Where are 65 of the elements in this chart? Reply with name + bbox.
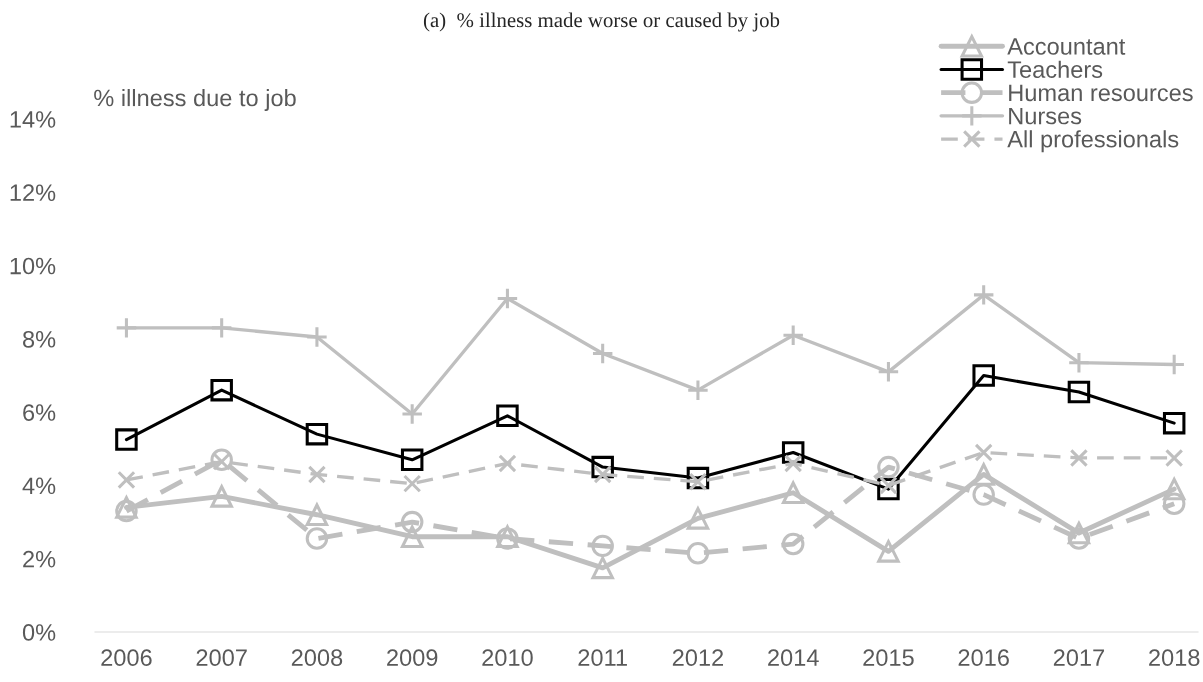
point bbox=[496, 404, 519, 428]
chart-title: (a) % illness made worse or caused by job bbox=[423, 12, 780, 32]
point bbox=[115, 428, 138, 451]
point bbox=[784, 454, 803, 473]
point bbox=[877, 455, 900, 479]
point bbox=[686, 507, 710, 530]
x-tick-label: 2008 bbox=[291, 649, 343, 667]
legend-label: All professionals bbox=[1007, 130, 1179, 153]
point bbox=[1165, 448, 1184, 468]
x-tick-label: 2015 bbox=[863, 649, 914, 667]
point bbox=[1069, 448, 1089, 468]
point bbox=[972, 483, 995, 506]
point bbox=[307, 465, 327, 484]
y-tick-label: 4% bbox=[22, 477, 56, 495]
point bbox=[1067, 521, 1091, 545]
point bbox=[591, 556, 614, 580]
x-tick-label: 2009 bbox=[387, 649, 438, 667]
x-tick-label: 2018 bbox=[1149, 649, 1200, 667]
point bbox=[591, 534, 614, 558]
point bbox=[688, 472, 708, 491]
legend-label: Nurses bbox=[1009, 107, 1082, 125]
x-tick-label: 2016 bbox=[958, 649, 1009, 667]
point bbox=[400, 402, 424, 426]
point bbox=[305, 503, 329, 526]
point bbox=[1162, 411, 1186, 435]
x-tick-label: 2006 bbox=[101, 649, 152, 667]
y-tick-label: 14% bbox=[10, 111, 56, 128]
x-tick-label: 2007 bbox=[196, 649, 247, 667]
point bbox=[974, 443, 993, 462]
point bbox=[400, 448, 424, 472]
y-tick-label: 8% bbox=[23, 330, 56, 348]
point bbox=[1162, 477, 1186, 501]
point bbox=[400, 525, 424, 548]
x-tick-label: 2017 bbox=[1053, 649, 1105, 667]
x-tick-label: 2014 bbox=[768, 649, 819, 667]
x-tick-label: 2010 bbox=[482, 649, 533, 667]
point bbox=[403, 474, 422, 493]
x-tick-label: 2011 bbox=[578, 649, 627, 667]
point bbox=[972, 283, 995, 307]
y-tick-label: 2% bbox=[23, 550, 56, 568]
y-tick-label: 10% bbox=[10, 257, 56, 275]
point bbox=[305, 422, 329, 446]
point bbox=[686, 541, 710, 565]
point bbox=[877, 540, 900, 563]
point bbox=[972, 463, 995, 486]
point bbox=[1162, 492, 1186, 515]
y-tick-label: 0% bbox=[22, 624, 56, 641]
point bbox=[305, 527, 329, 550]
point bbox=[781, 532, 805, 556]
point bbox=[210, 485, 233, 508]
legend-label: Accountant bbox=[1007, 38, 1126, 55]
y-tick-label: 6% bbox=[23, 404, 56, 421]
point bbox=[1067, 527, 1091, 550]
point bbox=[972, 364, 995, 387]
x-tick-label: 2012 bbox=[672, 649, 724, 667]
y-axis-title: % illness due to job bbox=[94, 89, 296, 111]
point bbox=[210, 378, 233, 402]
point bbox=[117, 470, 136, 490]
legend-label: Human resources bbox=[1009, 84, 1193, 102]
point bbox=[1067, 380, 1091, 404]
point bbox=[781, 481, 805, 505]
y-tick-label: 12% bbox=[10, 184, 56, 201]
point bbox=[498, 454, 517, 473]
legend-label: Teachers bbox=[1007, 60, 1103, 78]
point bbox=[400, 510, 424, 534]
